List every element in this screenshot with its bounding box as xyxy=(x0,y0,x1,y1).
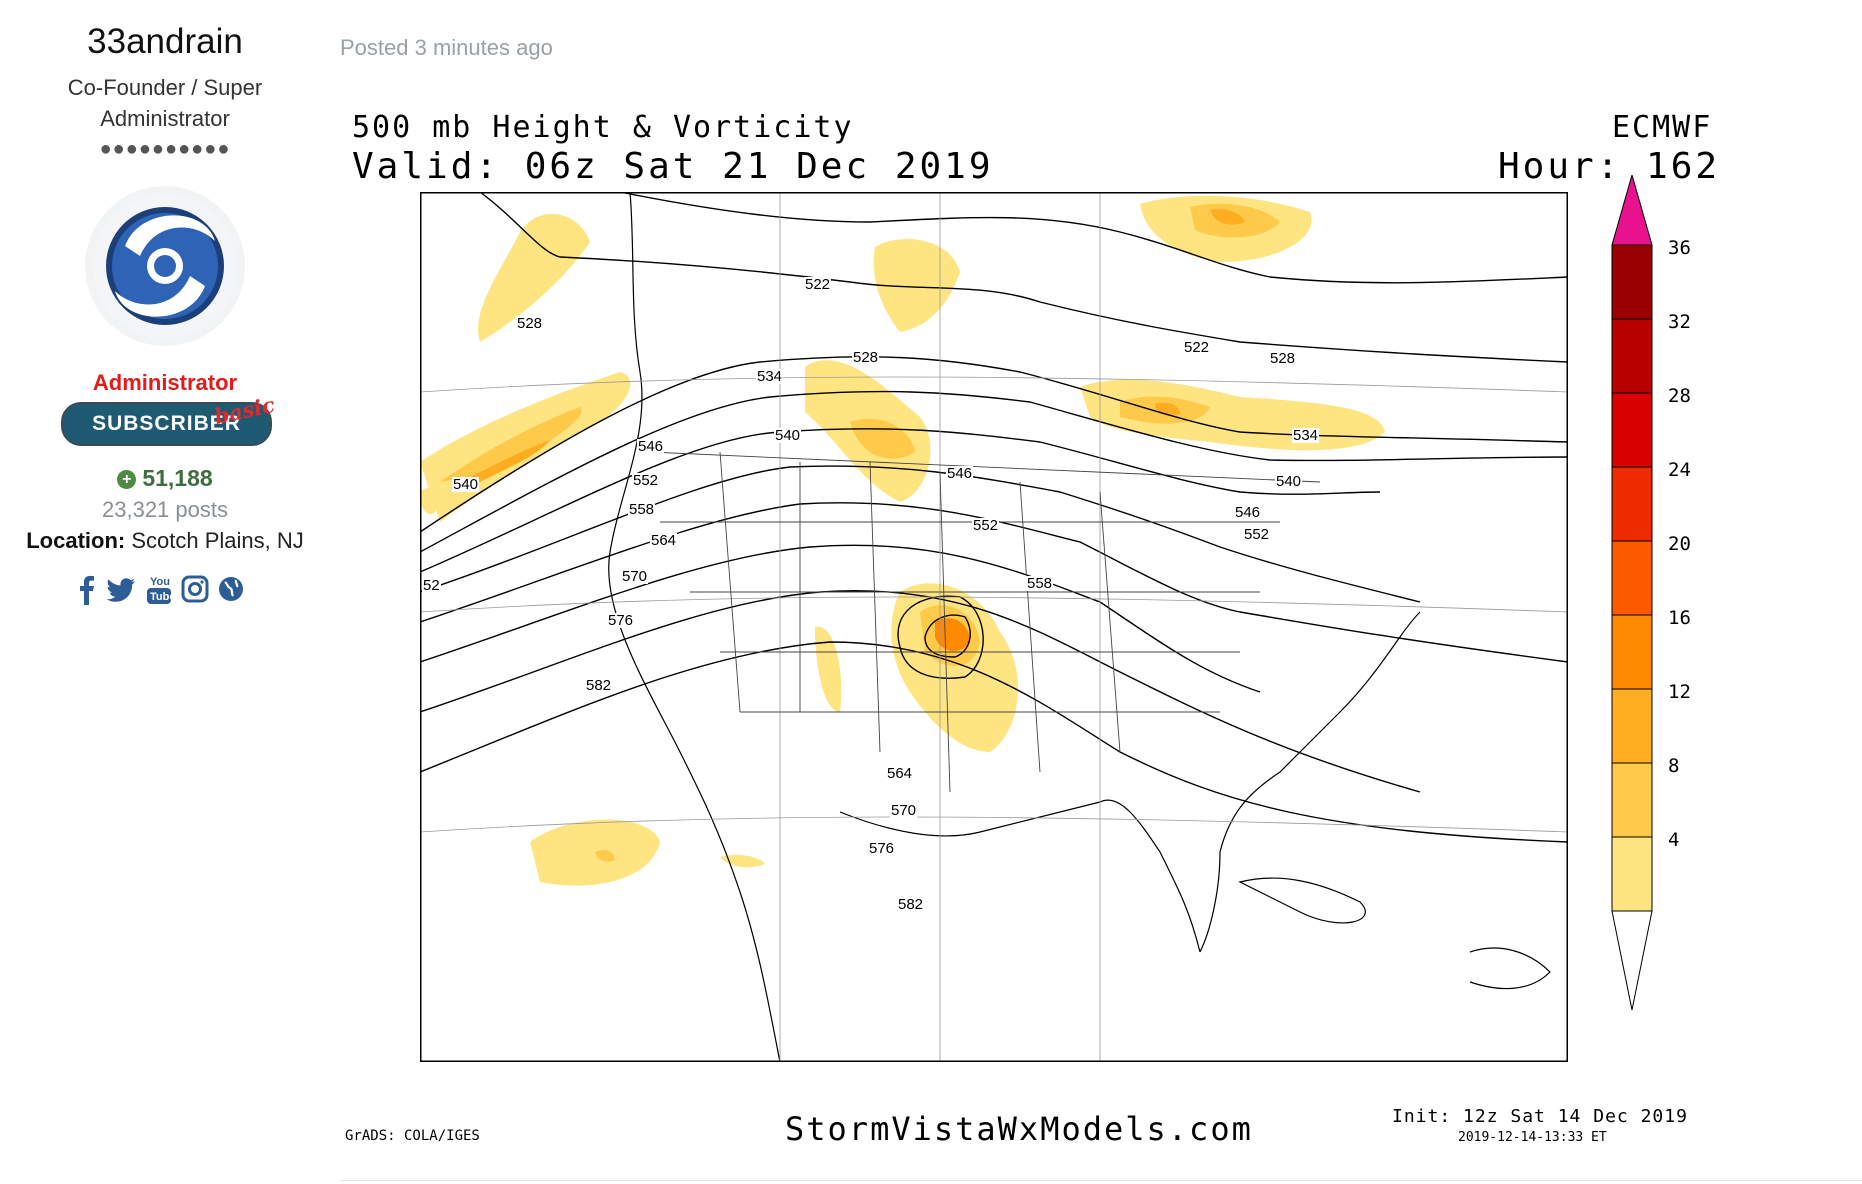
hurricane-logo-icon xyxy=(93,194,237,338)
colorbar-label: 12 xyxy=(1668,681,1691,703)
social-links: You Tube xyxy=(64,572,274,608)
avatar[interactable] xyxy=(85,186,245,346)
contour-label: 52 xyxy=(422,577,441,594)
contour-label: 534 xyxy=(756,368,784,385)
contour-label: 546 xyxy=(1234,504,1262,521)
rank-pips: ●●●●●●●●●● xyxy=(99,138,231,160)
subscriber-badge: SUBSCRIBER xyxy=(61,402,272,446)
plus-circle-icon: + xyxy=(117,470,137,489)
colorbar-label: 32 xyxy=(1668,311,1691,333)
svg-text:You: You xyxy=(150,576,170,588)
colorbar-label: 16 xyxy=(1668,607,1691,629)
contour-label: 534 xyxy=(1292,427,1320,444)
contour-label: 540 xyxy=(452,476,480,493)
post-timestamp[interactable]: Posted 3 minutes ago xyxy=(340,35,553,60)
colorbar-label: 4 xyxy=(1668,829,1680,851)
location-value: Scotch Plains, NJ xyxy=(131,528,304,553)
contour-label: 582 xyxy=(897,896,925,913)
contour-label: 576 xyxy=(607,612,635,629)
youtube-icon[interactable]: You Tube xyxy=(144,572,175,606)
grads-credit: GrADS: COLA/IGES xyxy=(345,1128,480,1144)
forecast-map-image[interactable]: 500 mb Height & Vorticity Valid: 06z Sat… xyxy=(340,100,1740,1160)
generated-timestamp: 2019-12-14-13:33 ET xyxy=(1458,1130,1607,1145)
contour-label: 564 xyxy=(886,765,914,782)
map-model-name: ECMWF xyxy=(1612,110,1713,145)
contour-label: 564 xyxy=(650,532,678,549)
contour-label: 582 xyxy=(585,677,613,694)
contour-label: 570 xyxy=(890,802,918,819)
contour-label: 528 xyxy=(852,349,880,366)
svg-text:Tube: Tube xyxy=(150,591,174,603)
reputation-value: 51,188 xyxy=(142,465,213,491)
post-count[interactable]: 23,321 posts xyxy=(102,497,228,522)
contour-label: 528 xyxy=(516,315,544,332)
contour-label: 552 xyxy=(1243,526,1271,543)
contour-label: 540 xyxy=(1275,473,1303,490)
post-divider xyxy=(340,1180,1862,1181)
author-role-title: Co-Founder / Super Administrator xyxy=(67,75,263,131)
source-website: StormVistaWxModels.com xyxy=(785,1110,1253,1148)
map-title: 500 mb Height & Vorticity xyxy=(352,110,854,145)
contour-label: 522 xyxy=(1183,339,1211,356)
contour-label: 528 xyxy=(1269,350,1297,367)
globe-icon[interactable] xyxy=(216,572,246,606)
group-name: Administrator xyxy=(92,370,238,395)
map-valid-time: Valid: 06z Sat 21 Dec 2019 xyxy=(352,146,994,187)
contour-label: 546 xyxy=(946,465,974,482)
map-panel xyxy=(420,192,1568,1062)
colorbar-label: 28 xyxy=(1668,385,1691,407)
location-label: Location: xyxy=(26,528,126,553)
map-forecast-hour: Hour: 162 xyxy=(1498,146,1721,187)
colorbar-label: 36 xyxy=(1668,237,1691,259)
geography xyxy=(420,192,1568,1062)
twitter-icon[interactable] xyxy=(106,572,136,606)
location: Location: Scotch Plains, NJ xyxy=(0,528,330,554)
contour-label: 570 xyxy=(621,568,649,585)
author-username[interactable]: 33andrain xyxy=(87,22,243,61)
contour-label: 540 xyxy=(774,427,802,444)
contour-label: 552 xyxy=(632,472,660,489)
contour-label: 522 xyxy=(804,276,832,293)
contour-label: 558 xyxy=(628,501,656,518)
contour-label: 546 xyxy=(637,438,665,455)
facebook-icon[interactable] xyxy=(72,572,102,606)
instagram-icon[interactable] xyxy=(180,572,210,606)
contour-label: 558 xyxy=(1026,575,1054,592)
init-time: Init: 12z Sat 14 Dec 2019 xyxy=(1392,1106,1688,1127)
reputation: +51,188 xyxy=(0,465,330,492)
colorbar-label: 8 xyxy=(1668,755,1680,777)
colorbar xyxy=(1611,175,1653,1011)
colorbar-label: 20 xyxy=(1668,533,1691,555)
contour-label: 552 xyxy=(972,517,1000,534)
colorbar-label: 24 xyxy=(1668,459,1691,481)
contour-label: 576 xyxy=(868,840,896,857)
